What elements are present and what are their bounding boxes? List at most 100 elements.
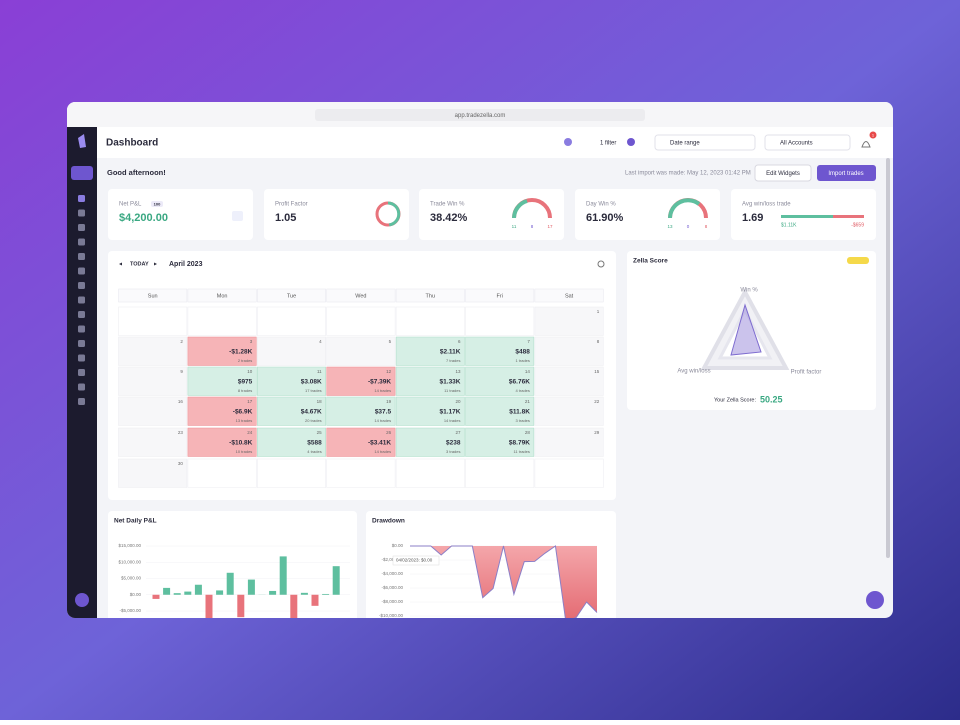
bar bbox=[163, 588, 170, 595]
day-cell[interactable] bbox=[535, 337, 603, 366]
nav-icon[interactable] bbox=[78, 195, 85, 202]
stat-label: Trade Win % bbox=[430, 202, 465, 208]
filter-avatar[interactable] bbox=[627, 138, 635, 146]
day-cell bbox=[396, 459, 464, 488]
last-import: Last import was made: May 12, 2023 01:42… bbox=[625, 171, 751, 177]
y-tick-label: -$8,000.00 bbox=[381, 599, 403, 604]
url: app.tradezella.com bbox=[455, 113, 506, 119]
day-cell[interactable] bbox=[119, 459, 187, 488]
day-number: 19 bbox=[386, 399, 392, 404]
day-trades: 3 trades bbox=[515, 418, 529, 423]
nav-icon[interactable] bbox=[78, 224, 85, 231]
day-cell[interactable] bbox=[119, 337, 187, 366]
bar bbox=[195, 585, 202, 595]
day-cell bbox=[535, 459, 603, 488]
bar bbox=[227, 573, 234, 595]
y-tick-label: $0.00 bbox=[130, 592, 142, 597]
day-cell[interactable] bbox=[119, 397, 187, 426]
radar-axis: Avg win/loss bbox=[677, 369, 710, 375]
day-number: 28 bbox=[525, 430, 531, 435]
stat-value: $4,200.00 bbox=[119, 212, 168, 224]
bar bbox=[153, 595, 160, 599]
nav-icon[interactable] bbox=[78, 282, 85, 289]
day-cell[interactable] bbox=[535, 397, 603, 426]
day-cell[interactable] bbox=[119, 367, 187, 396]
nav-icon[interactable] bbox=[78, 398, 85, 405]
weekday: Fri bbox=[496, 293, 502, 299]
day-pnl: $1.33K bbox=[440, 379, 461, 386]
stat-value: 1.05 bbox=[275, 212, 296, 224]
day-trades: 2 trades bbox=[238, 358, 252, 363]
day-number: 27 bbox=[455, 430, 461, 435]
account-label: All Accounts bbox=[780, 141, 813, 147]
avatar[interactable] bbox=[75, 593, 89, 607]
nav-icon[interactable] bbox=[78, 297, 85, 304]
day-pnl: -$10.8K bbox=[229, 440, 252, 447]
weekday: Mon bbox=[217, 293, 228, 299]
nav-icon[interactable] bbox=[78, 384, 85, 391]
nav-icon[interactable] bbox=[78, 340, 85, 347]
sync-icon[interactable] bbox=[564, 138, 572, 146]
nav-icon[interactable] bbox=[78, 369, 85, 376]
day-number: 12 bbox=[386, 369, 392, 374]
add-button[interactable] bbox=[71, 166, 93, 180]
day-pnl: -$7.39K bbox=[368, 379, 391, 386]
day-number: 29 bbox=[594, 430, 600, 435]
weekday: Tue bbox=[287, 293, 296, 299]
gauge-count: 11 bbox=[512, 224, 517, 229]
day-cell[interactable] bbox=[257, 337, 325, 366]
day-number: 30 bbox=[178, 461, 184, 466]
day-pnl: -$6.9K bbox=[233, 409, 253, 416]
day-pnl: $588 bbox=[307, 440, 322, 447]
gauge-count: 13 bbox=[667, 224, 673, 229]
avg-win-bar bbox=[781, 215, 833, 218]
pnl-icon bbox=[232, 211, 243, 221]
day-cell[interactable] bbox=[535, 367, 603, 396]
day-number: 13 bbox=[455, 369, 461, 374]
nav-icon[interactable] bbox=[78, 253, 85, 260]
nav-icon[interactable] bbox=[78, 355, 85, 362]
nav-icon[interactable] bbox=[78, 268, 85, 275]
y-tick-label: -$5,000.00 bbox=[119, 608, 141, 613]
bar bbox=[301, 593, 308, 595]
day-trades: 14 trades bbox=[374, 449, 391, 454]
day-cell[interactable] bbox=[119, 428, 187, 457]
stat-value: 1.69 bbox=[742, 212, 763, 224]
chart-title: Net Daily P&L bbox=[114, 518, 157, 525]
today-button[interactable]: TODAY bbox=[130, 261, 149, 267]
bar bbox=[333, 566, 340, 595]
next-month[interactable]: ▸ bbox=[154, 262, 157, 268]
day-cell[interactable] bbox=[535, 428, 603, 457]
day-pnl: $11.8K bbox=[509, 409, 530, 416]
day-cell bbox=[466, 307, 534, 336]
day-number: 21 bbox=[525, 399, 531, 404]
day-cell bbox=[188, 459, 256, 488]
stat-value: 38.42% bbox=[430, 212, 468, 224]
bar bbox=[269, 591, 276, 595]
day-cell bbox=[396, 307, 464, 336]
day-pnl: $975 bbox=[238, 379, 253, 386]
day-cell bbox=[257, 307, 325, 336]
net-daily-card bbox=[108, 511, 357, 631]
chat-button[interactable] bbox=[866, 591, 884, 609]
day-number: 10 bbox=[247, 369, 253, 374]
nav-icon[interactable] bbox=[78, 311, 85, 318]
avg-win: $1.11K bbox=[781, 222, 797, 228]
day-cell bbox=[327, 459, 395, 488]
nav-icon[interactable] bbox=[78, 239, 85, 246]
day-trades: 1 trades bbox=[515, 358, 529, 363]
nav-icon[interactable] bbox=[78, 210, 85, 217]
day-trades: 4 trades bbox=[515, 388, 529, 393]
stat-value: 61.90% bbox=[586, 212, 624, 224]
day-number: 18 bbox=[317, 399, 323, 404]
day-trades: 14 trades bbox=[444, 418, 461, 423]
day-cell[interactable] bbox=[327, 337, 395, 366]
filter[interactable]: 1 filter bbox=[600, 141, 616, 147]
nav-icon[interactable] bbox=[78, 326, 85, 333]
day-cell[interactable] bbox=[535, 307, 603, 336]
prev-month[interactable]: ◂ bbox=[119, 262, 122, 268]
chart-title: Drawdown bbox=[372, 518, 405, 525]
day-trades: 17 trades bbox=[305, 388, 322, 393]
day-number: 24 bbox=[247, 430, 253, 435]
